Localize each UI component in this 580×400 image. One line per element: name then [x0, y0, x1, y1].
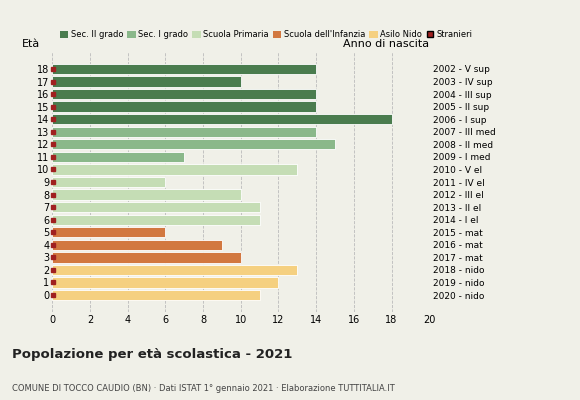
- Bar: [52, 164, 297, 174]
- Text: Popolazione per età scolastica - 2021: Popolazione per età scolastica - 2021: [12, 348, 292, 361]
- Bar: [52, 64, 316, 74]
- Bar: [52, 102, 316, 112]
- Bar: [52, 202, 260, 212]
- Bar: [52, 290, 260, 300]
- Legend: Sec. II grado, Sec. I grado, Scuola Primaria, Scuola dell'Infanzia, Asilo Nido, : Sec. II grado, Sec. I grado, Scuola Prim…: [56, 27, 476, 43]
- Bar: [52, 114, 392, 124]
- Bar: [52, 265, 297, 275]
- Text: Età: Età: [22, 39, 40, 49]
- Bar: [52, 214, 260, 225]
- Text: COMUNE DI TOCCO CAUDIO (BN) · Dati ISTAT 1° gennaio 2021 · Elaborazione TUTTITAL: COMUNE DI TOCCO CAUDIO (BN) · Dati ISTAT…: [12, 384, 394, 393]
- Bar: [52, 89, 316, 99]
- Bar: [52, 76, 241, 87]
- Bar: [52, 252, 241, 262]
- Bar: [52, 139, 335, 150]
- Bar: [52, 240, 222, 250]
- Bar: [52, 152, 184, 162]
- Bar: [52, 227, 165, 237]
- Bar: [52, 127, 316, 137]
- Text: Anno di nascita: Anno di nascita: [343, 39, 429, 49]
- Bar: [52, 277, 278, 288]
- Bar: [52, 177, 165, 187]
- Bar: [52, 190, 241, 200]
